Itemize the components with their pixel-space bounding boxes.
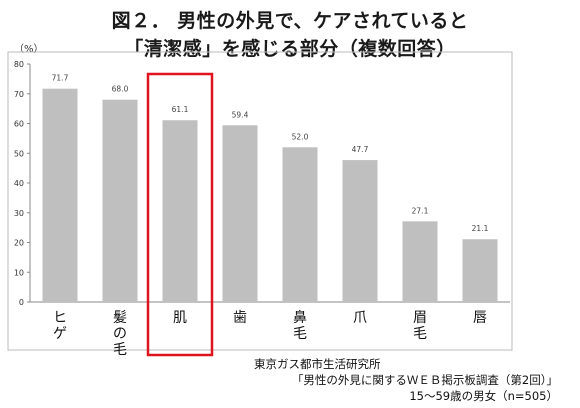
bar-7 (402, 221, 438, 302)
x-category-label: 唇 (473, 310, 487, 326)
x-category-label: ヒゲ (53, 310, 67, 342)
y-tick-label: 80 (14, 60, 24, 69)
source-line3: 15～59歳の男女（n=505） (409, 389, 558, 403)
bar-4 (222, 125, 258, 302)
chart-title-line2: 「清潔感」を感じる部分（複数回答） (124, 38, 456, 60)
bar-value-label: 27.1 (412, 206, 429, 215)
chart-title-line1: 図２． 男性の外見で、ケアされていると (111, 10, 469, 32)
bar-6 (342, 160, 378, 302)
bar-value-label: 61.1 (172, 105, 189, 114)
x-category-label: 眉毛 (413, 310, 427, 342)
y-axis-unit-label: （%） (14, 44, 44, 55)
bar-value-label: 21.1 (472, 224, 489, 233)
y-tick-label: 0 (19, 298, 24, 307)
x-category-label: 歯 (233, 310, 247, 326)
bar-value-label: 59.4 (232, 110, 249, 119)
bar-value-label: 68.0 (112, 85, 129, 94)
y-tick-label: 40 (14, 179, 24, 188)
x-category-label: 鼻毛 (293, 309, 307, 342)
x-category-label: 爪 (353, 310, 367, 326)
bar-3 (162, 120, 198, 302)
bar-value-label: 71.7 (52, 74, 69, 83)
bar-value-label: 52.0 (292, 132, 309, 141)
y-tick-label: 30 (14, 209, 24, 218)
x-category-label: 髪の毛 (113, 310, 127, 358)
y-tick-label: 10 (14, 268, 24, 277)
x-category-label: 肌 (173, 310, 187, 326)
y-tick-label: 50 (14, 149, 24, 158)
bar-5 (282, 147, 318, 302)
y-tick-label: 60 (14, 120, 24, 129)
y-tick-label: 70 (14, 90, 24, 99)
source-line1: 東京ガス都市生活研究所 (254, 357, 381, 371)
highlight-box (146, 72, 214, 357)
bar-1 (42, 88, 78, 302)
chart-frame (7, 51, 513, 351)
source-line2: 「男性の外見に関するＷＥＢ掲示板調査（第2回）」 (291, 373, 558, 387)
bar-2 (102, 99, 138, 302)
y-tick-label: 20 (14, 239, 24, 248)
bar-value-label: 47.7 (352, 145, 369, 154)
bar-8 (462, 239, 498, 302)
